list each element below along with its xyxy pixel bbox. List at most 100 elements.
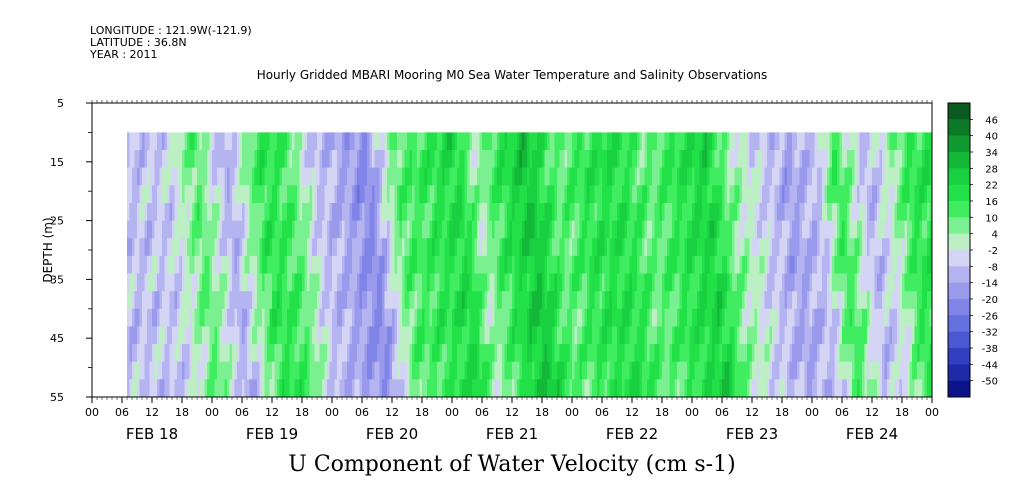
heatmap-cell bbox=[499, 379, 503, 398]
heatmap-cell bbox=[429, 238, 433, 257]
heatmap-cell bbox=[887, 167, 890, 186]
heatmap-cell bbox=[182, 361, 185, 380]
heatmap-cell bbox=[282, 220, 285, 239]
heatmap-cell bbox=[697, 167, 700, 186]
heatmap-cell bbox=[807, 308, 810, 327]
heatmap-cell bbox=[437, 150, 440, 169]
heatmap-cell bbox=[919, 220, 923, 239]
heatmap-cell bbox=[264, 344, 268, 363]
heatmap-cell bbox=[769, 255, 773, 274]
heatmap-cell bbox=[334, 185, 338, 204]
heatmap-cell bbox=[179, 185, 183, 204]
heatmap-cell bbox=[137, 291, 140, 310]
heatmap-cell bbox=[237, 291, 240, 310]
heatmap-cell bbox=[739, 361, 743, 380]
heatmap-cell bbox=[599, 202, 603, 221]
heatmap-cell bbox=[359, 220, 363, 239]
heatmap-cell bbox=[629, 132, 633, 151]
heatmap-cell bbox=[664, 238, 668, 257]
heatmap-cell bbox=[192, 361, 195, 380]
heatmap-cell bbox=[374, 132, 378, 151]
heatmap-cell bbox=[899, 167, 903, 186]
heatmap-cell bbox=[812, 308, 815, 327]
heatmap-cell bbox=[234, 220, 238, 239]
heatmap-cell bbox=[469, 308, 473, 327]
heatmap-cell bbox=[442, 167, 445, 186]
heatmap-cell bbox=[564, 344, 568, 363]
heatmap-cell bbox=[352, 132, 355, 151]
heatmap-cell bbox=[359, 273, 363, 292]
heatmap-cell bbox=[319, 220, 323, 239]
heatmap-cell bbox=[664, 273, 668, 292]
heatmap-cell bbox=[442, 132, 445, 151]
heatmap-cell bbox=[182, 326, 185, 345]
heatmap-cell bbox=[202, 344, 205, 363]
heatmap-cell bbox=[742, 308, 745, 327]
heatmap-cell bbox=[332, 202, 335, 221]
heatmap-cell bbox=[707, 220, 710, 239]
heatmap-cell bbox=[492, 308, 495, 327]
heatmap-cell bbox=[917, 132, 920, 151]
heatmap-cell bbox=[457, 273, 460, 292]
heatmap-cell bbox=[139, 273, 143, 292]
heatmap-cell bbox=[779, 291, 783, 310]
heatmap-cell bbox=[647, 132, 650, 151]
heatmap-cell bbox=[719, 202, 723, 221]
heatmap-cell bbox=[449, 220, 453, 239]
heatmap-cell bbox=[127, 185, 130, 204]
heatmap-cell bbox=[344, 361, 348, 380]
heatmap-cell bbox=[142, 291, 145, 310]
heatmap-cell bbox=[242, 220, 245, 239]
heatmap-cell bbox=[277, 379, 280, 398]
heatmap-cell bbox=[222, 361, 225, 380]
heatmap-cell bbox=[167, 361, 170, 380]
heatmap-cell bbox=[154, 202, 158, 221]
heatmap-cell bbox=[254, 255, 258, 274]
heatmap-cell bbox=[437, 255, 440, 274]
heatmap-cell bbox=[854, 238, 858, 257]
heatmap-cell bbox=[637, 150, 640, 169]
heatmap-cell bbox=[734, 326, 738, 345]
heatmap-cell bbox=[759, 220, 763, 239]
heatmap-cell bbox=[329, 202, 333, 221]
heatmap-cell bbox=[349, 361, 353, 380]
heatmap-cell bbox=[737, 150, 740, 169]
heatmap-cell bbox=[237, 361, 240, 380]
heatmap-cell bbox=[332, 344, 335, 363]
heatmap-cell bbox=[679, 326, 683, 345]
heatmap-cell bbox=[529, 255, 533, 274]
heatmap-cell bbox=[329, 238, 333, 257]
heatmap-cell bbox=[694, 150, 698, 169]
heatmap-cell bbox=[892, 202, 895, 221]
heatmap-cell bbox=[164, 202, 168, 221]
heatmap-cell bbox=[217, 255, 220, 274]
heatmap-cell bbox=[669, 185, 673, 204]
heatmap-cell bbox=[349, 185, 353, 204]
heatmap-cell bbox=[842, 308, 845, 327]
heatmap-cell bbox=[194, 308, 198, 327]
heatmap-cell bbox=[632, 326, 635, 345]
heatmap-cell bbox=[914, 308, 918, 327]
heatmap-cell bbox=[727, 326, 730, 345]
heatmap-cell bbox=[257, 361, 260, 380]
heatmap-cell bbox=[734, 308, 738, 327]
heatmap-cell bbox=[534, 185, 538, 204]
heatmap-cell bbox=[632, 167, 635, 186]
heatmap-cell bbox=[479, 361, 483, 380]
heatmap-cell bbox=[449, 132, 453, 151]
heatmap-cell bbox=[359, 255, 363, 274]
heatmap-cell bbox=[879, 202, 883, 221]
heatmap-cell bbox=[444, 361, 448, 380]
heatmap-cell bbox=[792, 308, 795, 327]
heatmap-cell bbox=[179, 326, 183, 345]
heatmap-cell bbox=[729, 344, 733, 363]
heatmap-cell bbox=[749, 150, 753, 169]
heatmap-cell bbox=[837, 255, 840, 274]
heatmap-cell bbox=[644, 308, 648, 327]
heatmap-cell bbox=[232, 291, 235, 310]
heatmap-cell bbox=[514, 255, 518, 274]
heatmap-cell bbox=[134, 150, 138, 169]
heatmap-cell bbox=[477, 202, 480, 221]
heatmap-cell bbox=[807, 185, 810, 204]
heatmap-cell bbox=[887, 132, 890, 151]
